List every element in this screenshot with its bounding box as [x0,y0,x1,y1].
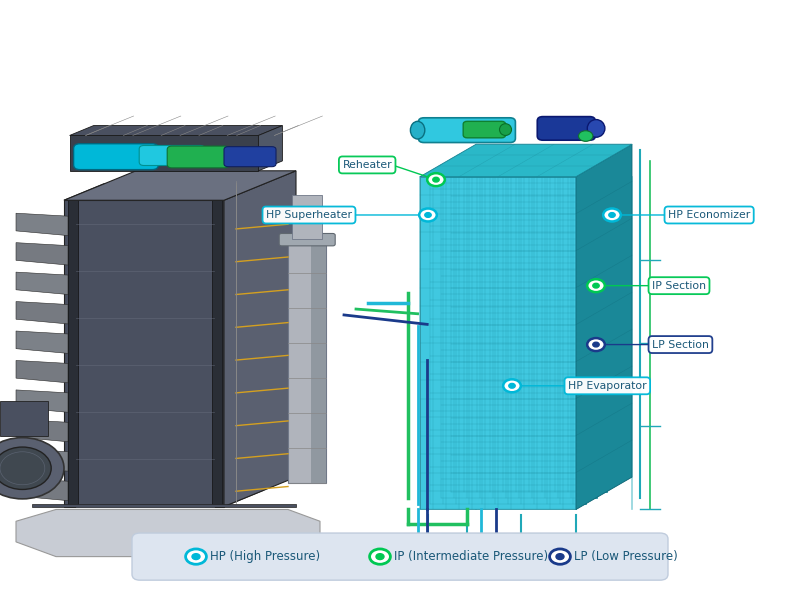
Circle shape [593,283,599,288]
Circle shape [0,438,64,499]
FancyBboxPatch shape [292,196,322,240]
Circle shape [425,213,431,217]
Circle shape [587,338,605,351]
Circle shape [587,279,605,292]
Ellipse shape [151,148,169,166]
Text: HP Economizer: HP Economizer [668,210,750,220]
Text: LP (Low Pressure): LP (Low Pressure) [574,550,678,563]
Polygon shape [16,213,68,236]
Polygon shape [64,200,224,507]
FancyBboxPatch shape [279,233,335,246]
Polygon shape [420,177,576,509]
Polygon shape [16,449,68,471]
Polygon shape [441,165,597,498]
Circle shape [603,209,621,221]
Circle shape [556,554,564,560]
Polygon shape [420,144,632,177]
Polygon shape [16,509,320,557]
Circle shape [550,549,570,564]
Circle shape [370,549,390,564]
Circle shape [376,554,384,560]
Polygon shape [576,144,632,509]
Polygon shape [430,171,586,504]
Polygon shape [16,390,68,412]
Polygon shape [32,504,296,507]
Polygon shape [16,331,68,353]
FancyBboxPatch shape [0,401,48,436]
Text: LP Section: LP Section [652,340,709,349]
Polygon shape [16,302,68,324]
Ellipse shape [410,121,425,139]
FancyBboxPatch shape [132,533,668,580]
FancyBboxPatch shape [139,145,205,166]
Circle shape [192,554,200,560]
Circle shape [503,379,521,392]
Polygon shape [224,171,296,507]
Text: Reheater: Reheater [342,160,392,170]
Circle shape [427,173,445,186]
Circle shape [419,209,437,221]
Text: IP (Intermediate Pressure): IP (Intermediate Pressure) [394,550,549,563]
Polygon shape [16,272,68,294]
Polygon shape [16,419,68,442]
Polygon shape [224,184,264,507]
Text: HP Evaporator: HP Evaporator [568,381,646,391]
Ellipse shape [578,131,593,141]
FancyBboxPatch shape [311,238,326,483]
FancyBboxPatch shape [74,144,158,170]
Polygon shape [70,125,282,135]
Circle shape [593,342,599,347]
Circle shape [186,549,206,564]
FancyBboxPatch shape [463,121,506,138]
FancyBboxPatch shape [224,147,276,167]
Circle shape [433,177,439,182]
Polygon shape [64,184,264,200]
FancyBboxPatch shape [418,118,515,143]
Polygon shape [70,135,258,171]
Circle shape [509,383,515,388]
Polygon shape [16,478,68,501]
Circle shape [0,447,51,489]
Ellipse shape [587,120,605,137]
FancyBboxPatch shape [288,238,326,483]
FancyBboxPatch shape [167,146,229,168]
Ellipse shape [499,124,511,135]
FancyBboxPatch shape [68,200,78,507]
Text: IP Section: IP Section [652,281,706,290]
Polygon shape [16,243,68,265]
FancyBboxPatch shape [212,200,222,507]
Text: HP (High Pressure): HP (High Pressure) [210,550,321,563]
Polygon shape [16,360,68,383]
Circle shape [609,213,615,217]
FancyBboxPatch shape [538,117,595,140]
Polygon shape [258,125,282,171]
Text: HP Superheater: HP Superheater [266,210,352,220]
Polygon shape [64,171,296,200]
Polygon shape [451,159,606,492]
